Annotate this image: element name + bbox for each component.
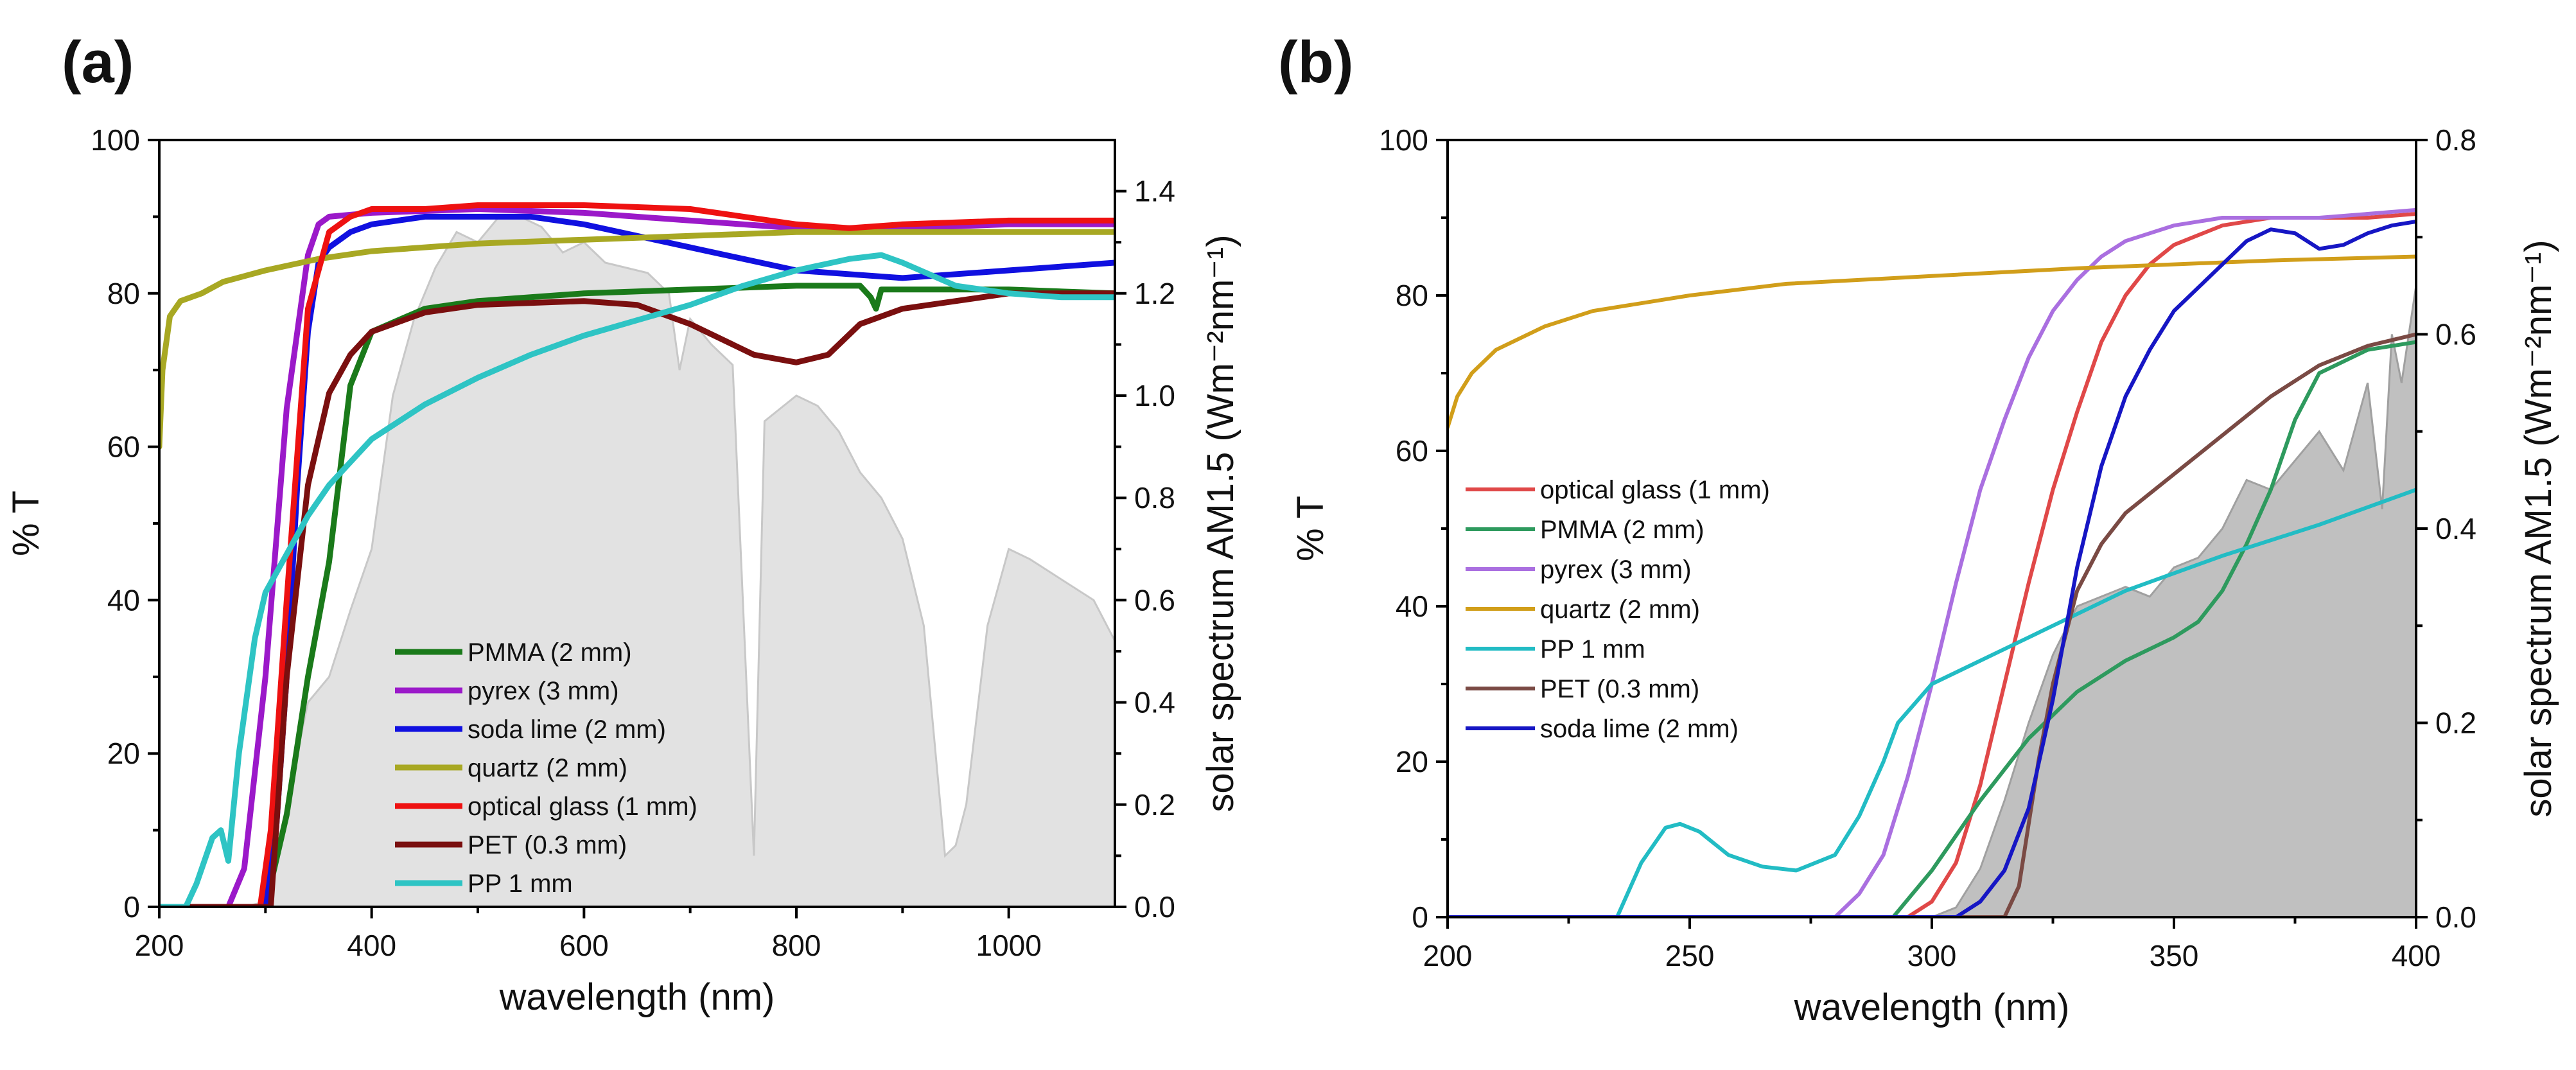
panel-b-y2-tick-label: 0.6	[2435, 318, 2476, 351]
panel-a-series-pmma-2-mm	[159, 283, 1115, 907]
panel-b-y-tick-label: 100	[1379, 123, 1428, 157]
panel-a-legend-label: PP 1 mm	[468, 870, 573, 898]
panel-a-legend-label: quartz (2 mm)	[468, 754, 627, 782]
panel-a-label: (a)	[62, 30, 134, 95]
panel-a-y-tick-label: 80	[107, 277, 140, 310]
panel-b-y2-tick-label: 0.8	[2435, 123, 2476, 157]
panel-b-series-soda-lime-2-mm	[1448, 220, 2416, 917]
panel-b-solar-spectrum-area	[1932, 285, 2416, 917]
panel-a-x-tick-label: 800	[772, 929, 821, 962]
panel-a-y2-tick-label: 0.0	[1134, 890, 1175, 924]
panel-a-y-tick-label: 20	[107, 737, 140, 770]
panel-a-legend-label: PET (0.3 mm)	[468, 831, 627, 859]
panel-a-x-tick-label: 1000	[976, 929, 1041, 962]
panel-b-legend-label: PP 1 mm	[1540, 635, 1645, 663]
panel-b-series-pyrex-3-mm	[1448, 207, 2416, 917]
panel-a-series-optical-glass-1-mm	[159, 202, 1115, 907]
panel-b-series-pmma-2-mm	[1448, 340, 2416, 917]
panel-a-legend-label: optical glass (1 mm)	[468, 793, 697, 821]
panel-a-y2-tick-label: 1.2	[1134, 277, 1175, 310]
panel-b-legend-label: pyrex (3 mm)	[1540, 556, 1692, 584]
panel-b-legend-label: quartz (2 mm)	[1540, 595, 1700, 624]
panel-b-y2-tick-label: 0.4	[2435, 512, 2476, 545]
panel-a-y2-tick-label: 0.6	[1134, 583, 1175, 617]
panel-b-y-tick-label: 60	[1396, 434, 1428, 468]
panel-a-solar-spectrum-area	[244, 216, 1115, 907]
panel-a-y2-axis-title: solar spectrum AM1.5 (Wm⁻²nm⁻¹)	[1200, 234, 1241, 812]
panel-a-legend-label: soda lime (2 mm)	[468, 715, 666, 744]
panel-a-legend-label: pyrex (3 mm)	[468, 677, 619, 705]
panel-b-series-pp-1-mm	[1448, 487, 2416, 917]
panel-a-y-tick-label: 40	[107, 583, 140, 617]
panel-b-legend-label: optical glass (1 mm)	[1540, 476, 1770, 504]
panel-b: (b) 200 250 300 350 400 wavelength (nm) 0 20 40 60…	[1278, 30, 2559, 1028]
panel-b-legend: optical glass (1 mm) PMMA (2 mm) pyrex (3 …	[1466, 476, 1770, 743]
panel-a-series-pp-1-mm	[159, 252, 1115, 907]
panel-b-series-quartz-2-mm	[1448, 254, 2416, 430]
panel-b-x-axis-title: wavelength (nm)	[1794, 987, 2070, 1028]
panel-a-y-tick-label: 0	[123, 890, 140, 924]
panel-a-x-axis-title: wavelength (nm)	[499, 976, 775, 1018]
panel-a: (a) 200 400 600 800 1000 wavelength (nm) 0 20 40 6…	[5, 30, 1241, 1018]
panel-b-y2-tick-label: 0.2	[2435, 706, 2476, 740]
panel-b-label: (b)	[1278, 30, 1353, 95]
panel-a-plot-area	[159, 202, 1115, 907]
panel-b-x-tick-label: 350	[2150, 939, 2199, 972]
panel-a-y-tick-label: 100	[91, 123, 140, 157]
panel-a-y2-tick-label: 0.8	[1134, 481, 1175, 514]
panel-a-series-pet-0-3-mm	[159, 290, 1115, 907]
panel-b-x-tick-label: 300	[1907, 939, 1957, 972]
panel-b-legend-label: PMMA (2 mm)	[1540, 516, 1704, 544]
panel-b-y-tick-label: 0	[1412, 900, 1428, 934]
panel-b-series-pet-0-3-mm	[1448, 332, 2416, 917]
panel-a-x-tick-label: 400	[347, 929, 396, 962]
panel-a-x-tick-label: 200	[135, 929, 184, 962]
panel-a-x-tick-label: 600	[559, 929, 609, 962]
panel-a-y2-tick-label: 0.2	[1134, 788, 1175, 821]
panel-b-y-tick-label: 80	[1396, 279, 1428, 312]
panel-b-x-tick-label: 200	[1423, 939, 1473, 972]
panel-b-x-tick-label: 400	[2392, 939, 2441, 972]
panel-a-solar-spectrum-line	[243, 215, 1115, 907]
panel-a-series-quartz-2-mm	[159, 229, 1115, 450]
panel-a-y2-tick-label: 1.4	[1134, 175, 1175, 208]
panel-b-y-tick-label: 20	[1396, 745, 1428, 778]
panel-a-y2-tick-label: 0.4	[1134, 686, 1175, 719]
panel-b-y2-tick-label: 0.0	[2435, 900, 2476, 934]
panel-a-y-tick-label: 60	[107, 430, 140, 464]
panel-a-y2-tick-label: 1.0	[1134, 379, 1175, 412]
panel-b-plot-area	[1448, 207, 2416, 917]
panel-b-legend-label: PET (0.3 mm)	[1540, 675, 1699, 703]
panel-b-y2-axis-title: solar spectrum AM1.5 (Wm⁻²nm⁻¹)	[2518, 240, 2559, 817]
panel-b-legend-label: soda lime (2 mm)	[1540, 715, 1739, 743]
panel-b-y-axis-title: % T	[1290, 496, 1331, 561]
panel-a-y-axis-title: % T	[5, 491, 47, 556]
panel-a-legend-label: PMMA (2 mm)	[468, 638, 632, 667]
panel-b-y-tick-label: 40	[1396, 590, 1428, 623]
panel-b-x-tick-label: 250	[1665, 939, 1715, 972]
panel-a-legend: PMMA (2 mm) pyrex (3 mm) soda lime (2 mm) q…	[395, 638, 697, 898]
